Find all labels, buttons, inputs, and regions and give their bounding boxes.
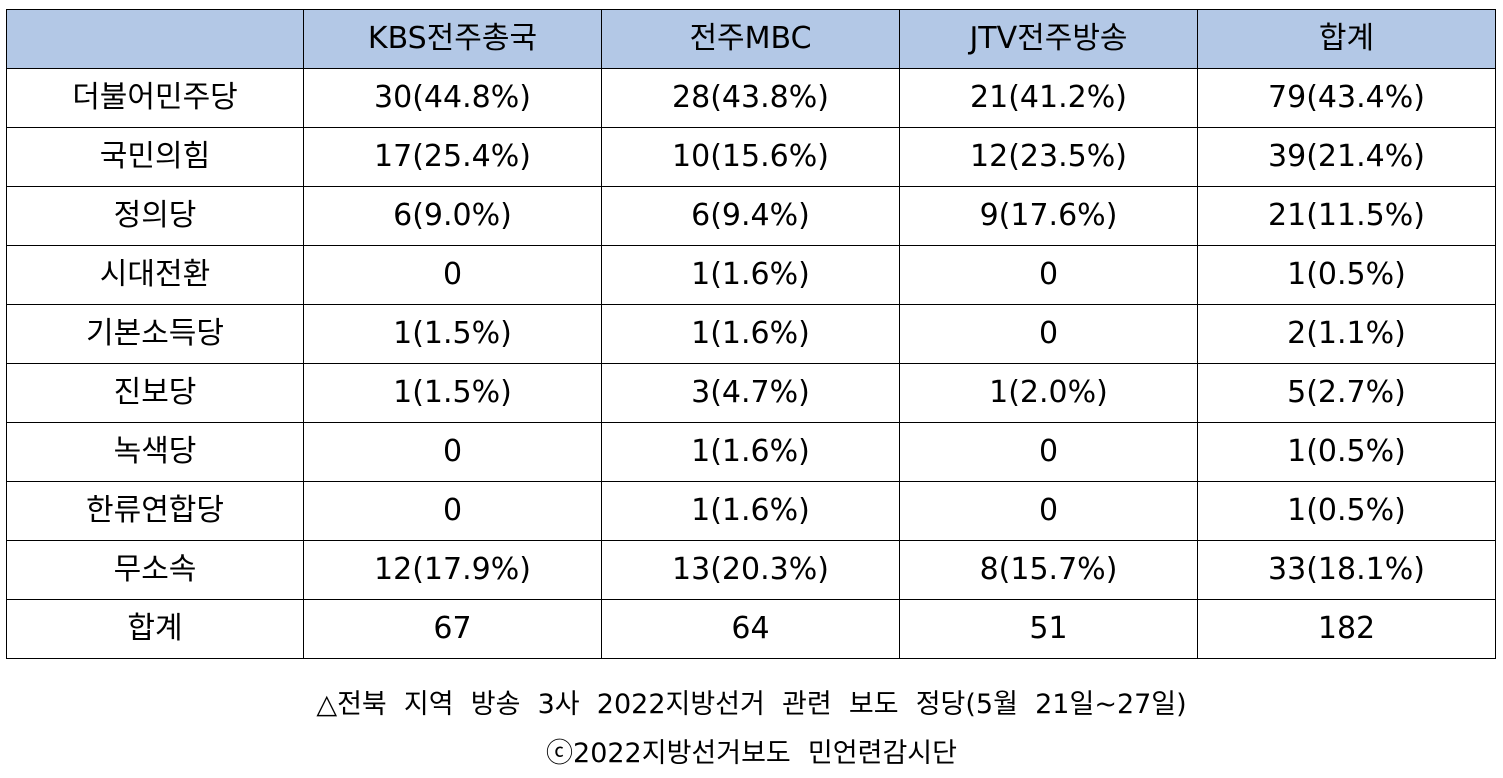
value-cell: 0 (899, 422, 1198, 482)
value-cell: 28(43.8%) (601, 68, 900, 128)
table-row: 한류연합당 0 1(1.6%) 0 1(0.5%) (6, 481, 1496, 541)
party-coverage-table: KBS전주총국 전주MBC JTV전주방송 합계 더불어민주당 30(44.8%… (6, 9, 1496, 659)
value-cell: 21(41.2%) (899, 68, 1198, 128)
party-name-cell: 시대전환 (6, 245, 304, 305)
party-name-cell: 정의당 (6, 186, 304, 246)
value-cell: 30(44.8%) (303, 68, 602, 128)
value-cell: 12(23.5%) (899, 127, 1198, 187)
value-cell: 10(15.6%) (601, 127, 900, 187)
value-cell: 1(1.5%) (303, 304, 602, 364)
table-row: 진보당 1(1.5%) 3(4.7%) 1(2.0%) 5(2.7%) (6, 363, 1496, 423)
value-cell: 1(1.6%) (601, 481, 900, 541)
party-name-cell: 녹색당 (6, 422, 304, 482)
value-cell: 1(0.5%) (1197, 422, 1496, 482)
table-caption: △전북 지역 방송 3사 2022지방선거 관련 보도 정당(5월 21일~27… (316, 689, 1187, 720)
table-header-row: KBS전주총국 전주MBC JTV전주방송 합계 (6, 9, 1496, 69)
copyright-credit: ⓒ2022지방선거보도 민언련감시단 (546, 738, 957, 769)
value-cell: 3(4.7%) (601, 363, 900, 423)
header-cell-kbs: KBS전주총국 (303, 9, 602, 69)
total-label-cell: 합계 (6, 599, 304, 659)
party-name-cell: 국민의힘 (6, 127, 304, 187)
value-cell: 1(0.5%) (1197, 481, 1496, 541)
value-cell: 1(0.5%) (1197, 245, 1496, 305)
party-name-cell: 더불어민주당 (6, 68, 304, 128)
value-cell: 12(17.9%) (303, 540, 602, 600)
header-cell-mbc: 전주MBC (601, 9, 900, 69)
value-cell: 79(43.4%) (1197, 68, 1496, 128)
value-cell: 1(2.0%) (899, 363, 1198, 423)
table-total-row: 합계 67 64 51 182 (6, 599, 1496, 659)
value-cell: 0 (899, 304, 1198, 364)
value-cell: 2(1.1%) (1197, 304, 1496, 364)
value-cell: 0 (899, 245, 1198, 305)
header-cell-blank (6, 9, 304, 69)
value-cell: 21(11.5%) (1197, 186, 1496, 246)
table-row: 정의당 6(9.0%) 6(9.4%) 9(17.6%) 21(11.5%) (6, 186, 1496, 246)
header-cell-jtv: JTV전주방송 (899, 9, 1198, 69)
party-name-cell: 진보당 (6, 363, 304, 423)
value-cell: 17(25.4%) (303, 127, 602, 187)
value-cell: 39(21.4%) (1197, 127, 1496, 187)
total-value-cell: 182 (1197, 599, 1496, 659)
value-cell: 0 (899, 481, 1198, 541)
party-name-cell: 한류연합당 (6, 481, 304, 541)
table-row: 더불어민주당 30(44.8%) 28(43.8%) 21(41.2%) 79(… (6, 68, 1496, 128)
table-row: 무소속 12(17.9%) 13(20.3%) 8(15.7%) 33(18.1… (6, 540, 1496, 600)
value-cell: 6(9.0%) (303, 186, 602, 246)
total-value-cell: 64 (601, 599, 900, 659)
value-cell: 0 (303, 481, 602, 541)
value-cell: 1(1.6%) (601, 245, 900, 305)
table-row: 국민의힘 17(25.4%) 10(15.6%) 12(23.5%) 39(21… (6, 127, 1496, 187)
value-cell: 8(15.7%) (899, 540, 1198, 600)
table-row: 기본소득당 1(1.5%) 1(1.6%) 0 2(1.1%) (6, 304, 1496, 364)
value-cell: 33(18.1%) (1197, 540, 1496, 600)
party-name-cell: 기본소득당 (6, 304, 304, 364)
value-cell: 0 (303, 245, 602, 305)
value-cell: 9(17.6%) (899, 186, 1198, 246)
value-cell: 13(20.3%) (601, 540, 900, 600)
table-row: 시대전환 0 1(1.6%) 0 1(0.5%) (6, 245, 1496, 305)
value-cell: 6(9.4%) (601, 186, 900, 246)
value-cell: 1(1.5%) (303, 363, 602, 423)
value-cell: 1(1.6%) (601, 422, 900, 482)
value-cell: 0 (303, 422, 602, 482)
table-row: 녹색당 0 1(1.6%) 0 1(0.5%) (6, 422, 1496, 482)
total-value-cell: 51 (899, 599, 1198, 659)
value-cell: 1(1.6%) (601, 304, 900, 364)
total-value-cell: 67 (303, 599, 602, 659)
header-cell-total: 합계 (1197, 9, 1496, 69)
party-name-cell: 무소속 (6, 540, 304, 600)
value-cell: 5(2.7%) (1197, 363, 1496, 423)
